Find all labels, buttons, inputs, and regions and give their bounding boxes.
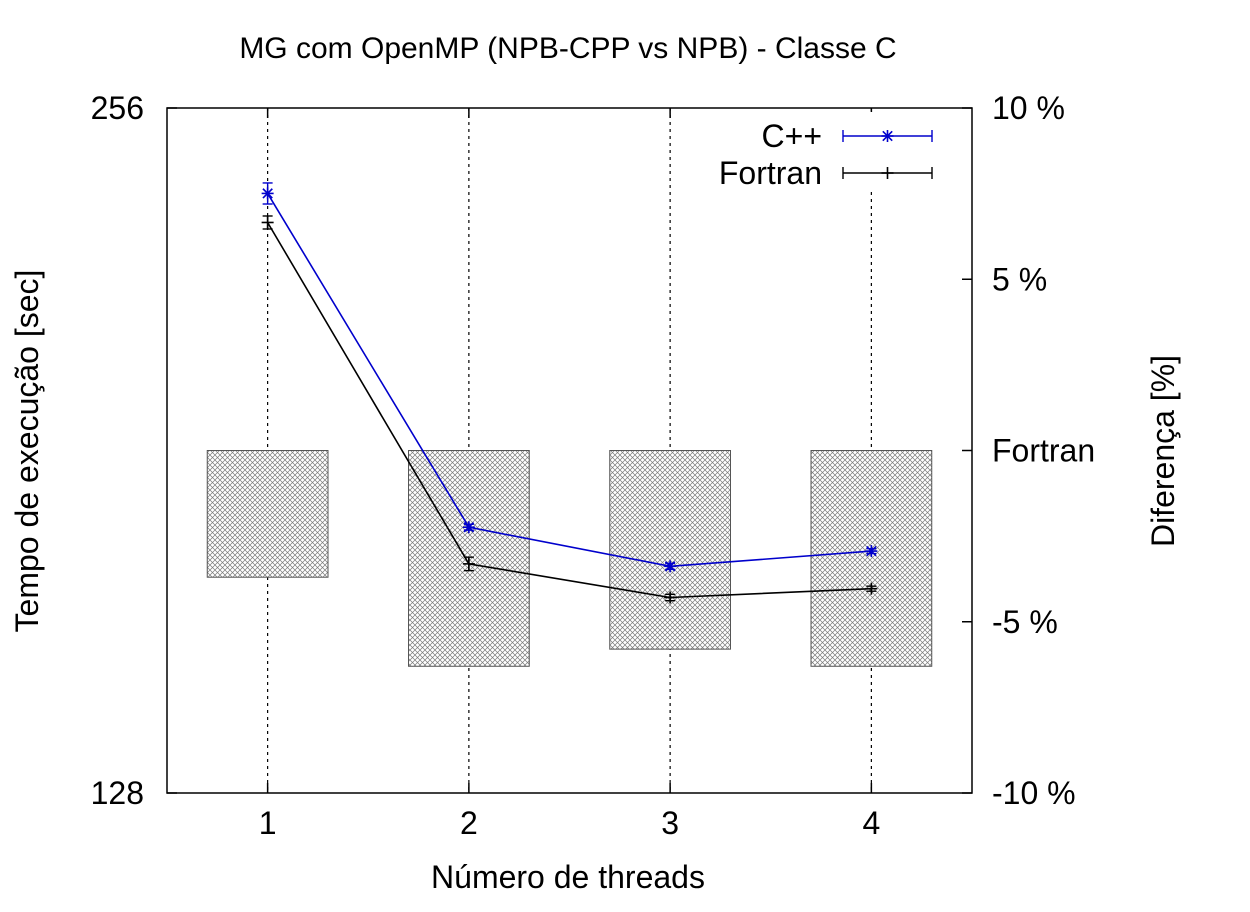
x-axis-label: Número de threads: [431, 859, 705, 895]
chart-title: MG com OpenMP (NPB-CPP vs NPB) - Classe …: [239, 32, 896, 65]
legend-background: [700, 112, 950, 188]
difference-bar-1: [206, 450, 329, 578]
difference-bar-3: [609, 450, 731, 650]
point-2-1: [261, 216, 274, 229]
series-fortran: [261, 215, 878, 604]
y-tick-label-2: 128: [91, 775, 144, 811]
point-1-1: [261, 187, 274, 200]
point-1-4: [865, 545, 878, 558]
y2-tick-label-2: 5 %: [992, 261, 1047, 297]
x-tick-label-3: 3: [661, 805, 679, 841]
series-line-1: [266, 193, 872, 568]
y2-tick-label-1: 10 %: [992, 90, 1065, 126]
legend-marker-1: [881, 130, 894, 142]
y2-tick-label-4: -5 %: [992, 604, 1058, 640]
difference-bar-2: [408, 450, 530, 667]
point-2-4: [865, 582, 878, 595]
point-1-2: [462, 521, 475, 534]
y2-tick-label-5: -10 %: [992, 775, 1076, 811]
y-axis-label: Tempo de execução [sec]: [9, 270, 45, 633]
x-tick-label-4: 4: [862, 805, 880, 841]
grid-lines: [267, 108, 872, 793]
legend-label-1: C++: [762, 118, 822, 154]
point-2-2: [462, 557, 475, 570]
y-tick-label-1: 256: [91, 90, 144, 126]
series-lines: [261, 182, 878, 604]
point-1-3: [664, 560, 677, 573]
y2-tick-label-3: Fortran: [992, 433, 1095, 469]
legend-marker-2: [881, 167, 894, 179]
legend: C++Fortran: [700, 112, 950, 191]
x-tick-label-1: 1: [259, 805, 277, 841]
difference-bars: [206, 450, 933, 667]
legend-label-2: Fortran: [719, 155, 822, 191]
difference-bar-4: [810, 450, 933, 667]
x-tick-label-2: 2: [460, 805, 478, 841]
series-line-2: [266, 222, 872, 599]
series-cpp: [261, 182, 878, 573]
point-2-3: [664, 591, 677, 604]
y2-axis-label: Diferença [%]: [1145, 355, 1181, 547]
axis-ticks: 1 2 3 4 256 128 10 % 5 % Fortran -5 % -10 %: [91, 90, 1096, 841]
